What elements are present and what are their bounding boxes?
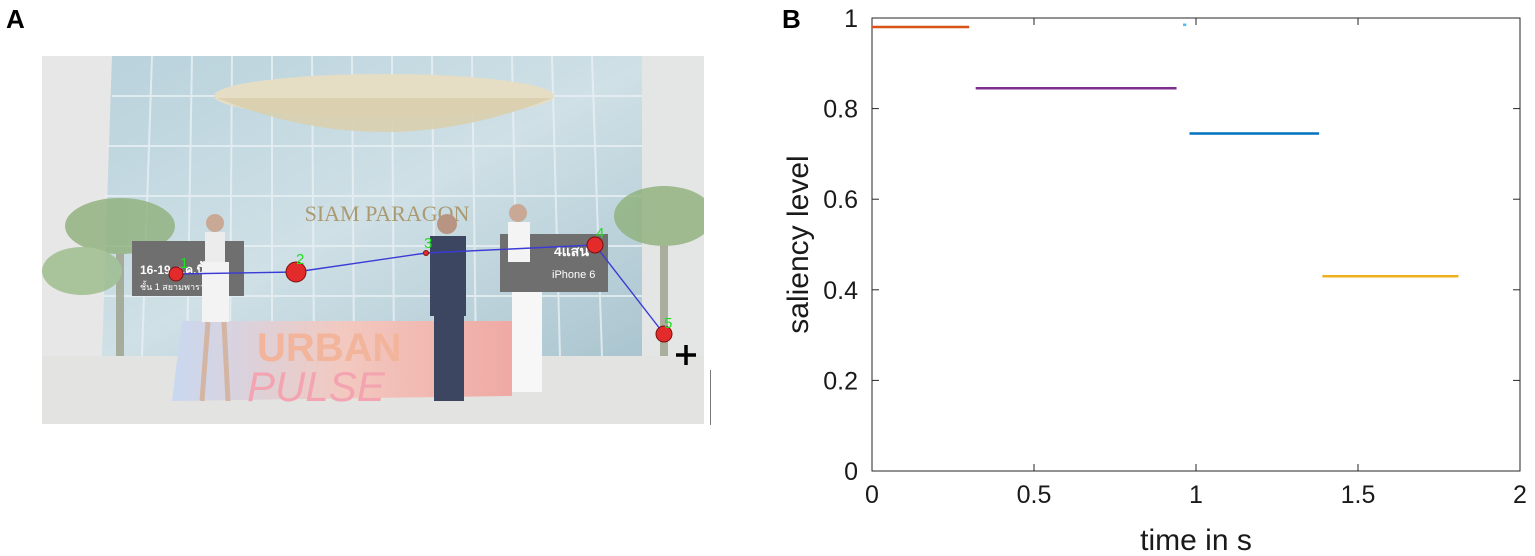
saliency-chart: 0 0.5 1 1.5 2 0 0.2 0.4 0.6 0.8 1 time in s salien… (782, 5, 1527, 556)
fixation-5-label: 5 (664, 315, 672, 332)
urban-pulse-banner: URBAN PULSE (172, 321, 512, 410)
palm-tree-right (614, 186, 704, 366)
x-tick-label: 2 (1513, 481, 1527, 509)
fixation-3: 3 (423, 235, 432, 256)
x-tick-label: 1 (1189, 481, 1203, 509)
right-sign-line-2: iPhone 6 (552, 269, 595, 281)
series-group (872, 23, 1459, 278)
banner-text-urban: URBAN (257, 326, 401, 370)
fixation-2-label: 2 (296, 251, 304, 268)
panel-a-label: A (6, 4, 25, 34)
fixation-2: 2 (285, 251, 307, 283)
y-tick-label: 0.2 (823, 367, 858, 395)
x-axis-label: time in s (1140, 524, 1252, 556)
person-center (430, 214, 466, 401)
person-left (199, 214, 231, 402)
x-tick-label: 0.5 (1017, 481, 1052, 509)
fixation-1: 1 (168, 255, 188, 282)
y-tick-label: 0.6 (823, 186, 858, 214)
x-tick-label: 0 (865, 481, 879, 509)
plot-frame (871, 17, 1521, 472)
fixation-1-label: 1 (180, 255, 188, 272)
scene-photo: SIAM PARAGON URBAN PULSE 16-19 ต.ค.นี้ ช… (42, 56, 704, 424)
divider-line (710, 370, 711, 425)
y-tick-label: 0.8 (823, 96, 858, 124)
fixation-4-label: 4 (596, 225, 604, 242)
panel-b-label: B (782, 4, 801, 34)
fixation-5: 5 (655, 315, 673, 343)
person-right (508, 204, 542, 392)
y-tick-label: 0.4 (823, 277, 858, 305)
x-tick-label: 1.5 (1341, 481, 1376, 509)
scanpath-overlay: 1 2 3 4 5 (168, 225, 696, 365)
crosshair-icon (676, 345, 696, 365)
axes (871, 17, 1521, 472)
y-axis-label: saliency level (782, 155, 815, 333)
ticks-group: 0 0.5 1 1.5 2 0 0.2 0.4 0.6 0.8 1 (823, 5, 1527, 509)
fixation-4: 4 (586, 225, 604, 254)
left-sign-line-2: ชั้น 1 สยามพารากอน (140, 280, 222, 292)
fixation-3-label: 3 (424, 235, 432, 252)
banner-text-pulse: PULSE (247, 363, 386, 410)
y-tick-label: 1 (844, 5, 858, 33)
y-tick-label: 0 (844, 458, 858, 486)
palm-tree-left (42, 198, 175, 366)
